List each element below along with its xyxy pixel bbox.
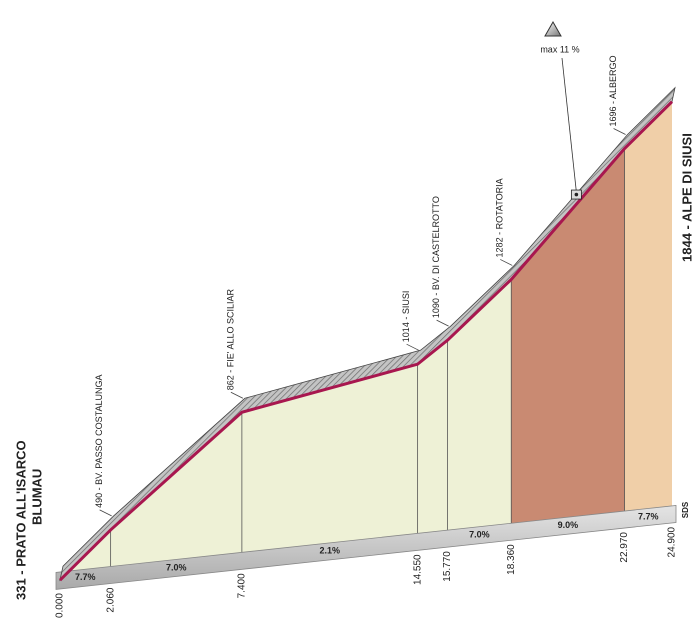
segment-fill	[110, 412, 242, 567]
credit: SDS	[681, 501, 690, 518]
max-dot	[574, 192, 579, 197]
waypoint-label: 1014 - SIUSI	[401, 291, 411, 343]
gradient-label: 7.0%	[469, 530, 490, 540]
start-label: 331 - PRATO ALL'ISARCO	[13, 440, 28, 600]
profile-line	[58, 100, 674, 582]
segment-fill	[241, 364, 418, 553]
segment-fill	[447, 279, 512, 531]
gradient-label: 7.0%	[166, 562, 187, 572]
x-tick-label: 22.970	[619, 532, 630, 563]
end-label: 1844 - ALPE DI SIUSI	[679, 133, 694, 262]
waypoint-label: 1090 - BV. DI CASTELROTTO	[431, 196, 441, 318]
segment-fill	[511, 148, 625, 524]
gradient-label: 9.0%	[558, 520, 579, 530]
waypoint-label: 490 - BV. PASSO COSTALUNGA	[94, 375, 104, 508]
max-icon	[544, 20, 562, 37]
segment-fill	[624, 101, 672, 512]
gradient-label: 7.7%	[75, 572, 96, 582]
max-connector	[561, 57, 577, 193]
label-connector	[230, 391, 244, 399]
x-tick-label: 2.060	[105, 587, 116, 612]
x-tick-label: 15.770	[442, 551, 453, 582]
x-tick-label: 0.000	[55, 593, 66, 618]
waypoint-label: 862 - FIE' ALLO SCILIAR	[225, 289, 235, 391]
x-tick-label: 24.900	[667, 526, 678, 557]
base-band	[55, 505, 677, 590]
label-connector	[406, 343, 419, 351]
gradient-label: 2.1%	[319, 546, 340, 556]
label-connector	[436, 319, 449, 327]
x-tick-label: 14.550	[412, 554, 423, 585]
label-connector	[500, 259, 513, 266]
gradient-label: 7.7%	[638, 511, 659, 521]
start-label: BLUMAU	[29, 469, 44, 525]
waypoint-label: 1696 - ALBERGO	[608, 55, 618, 126]
label-connector	[99, 509, 112, 517]
waypoint-label: 1282 - ROTATORIA	[495, 178, 505, 257]
label-connector	[613, 128, 626, 135]
x-tick-label: 7.400	[237, 573, 248, 598]
segment-fill	[417, 340, 448, 534]
max-label: max 11 %	[540, 44, 579, 54]
x-tick-label: 18.360	[506, 544, 517, 575]
